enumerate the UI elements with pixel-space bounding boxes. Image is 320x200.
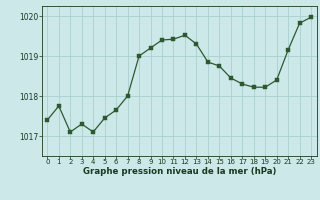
X-axis label: Graphe pression niveau de la mer (hPa): Graphe pression niveau de la mer (hPa) xyxy=(83,167,276,176)
